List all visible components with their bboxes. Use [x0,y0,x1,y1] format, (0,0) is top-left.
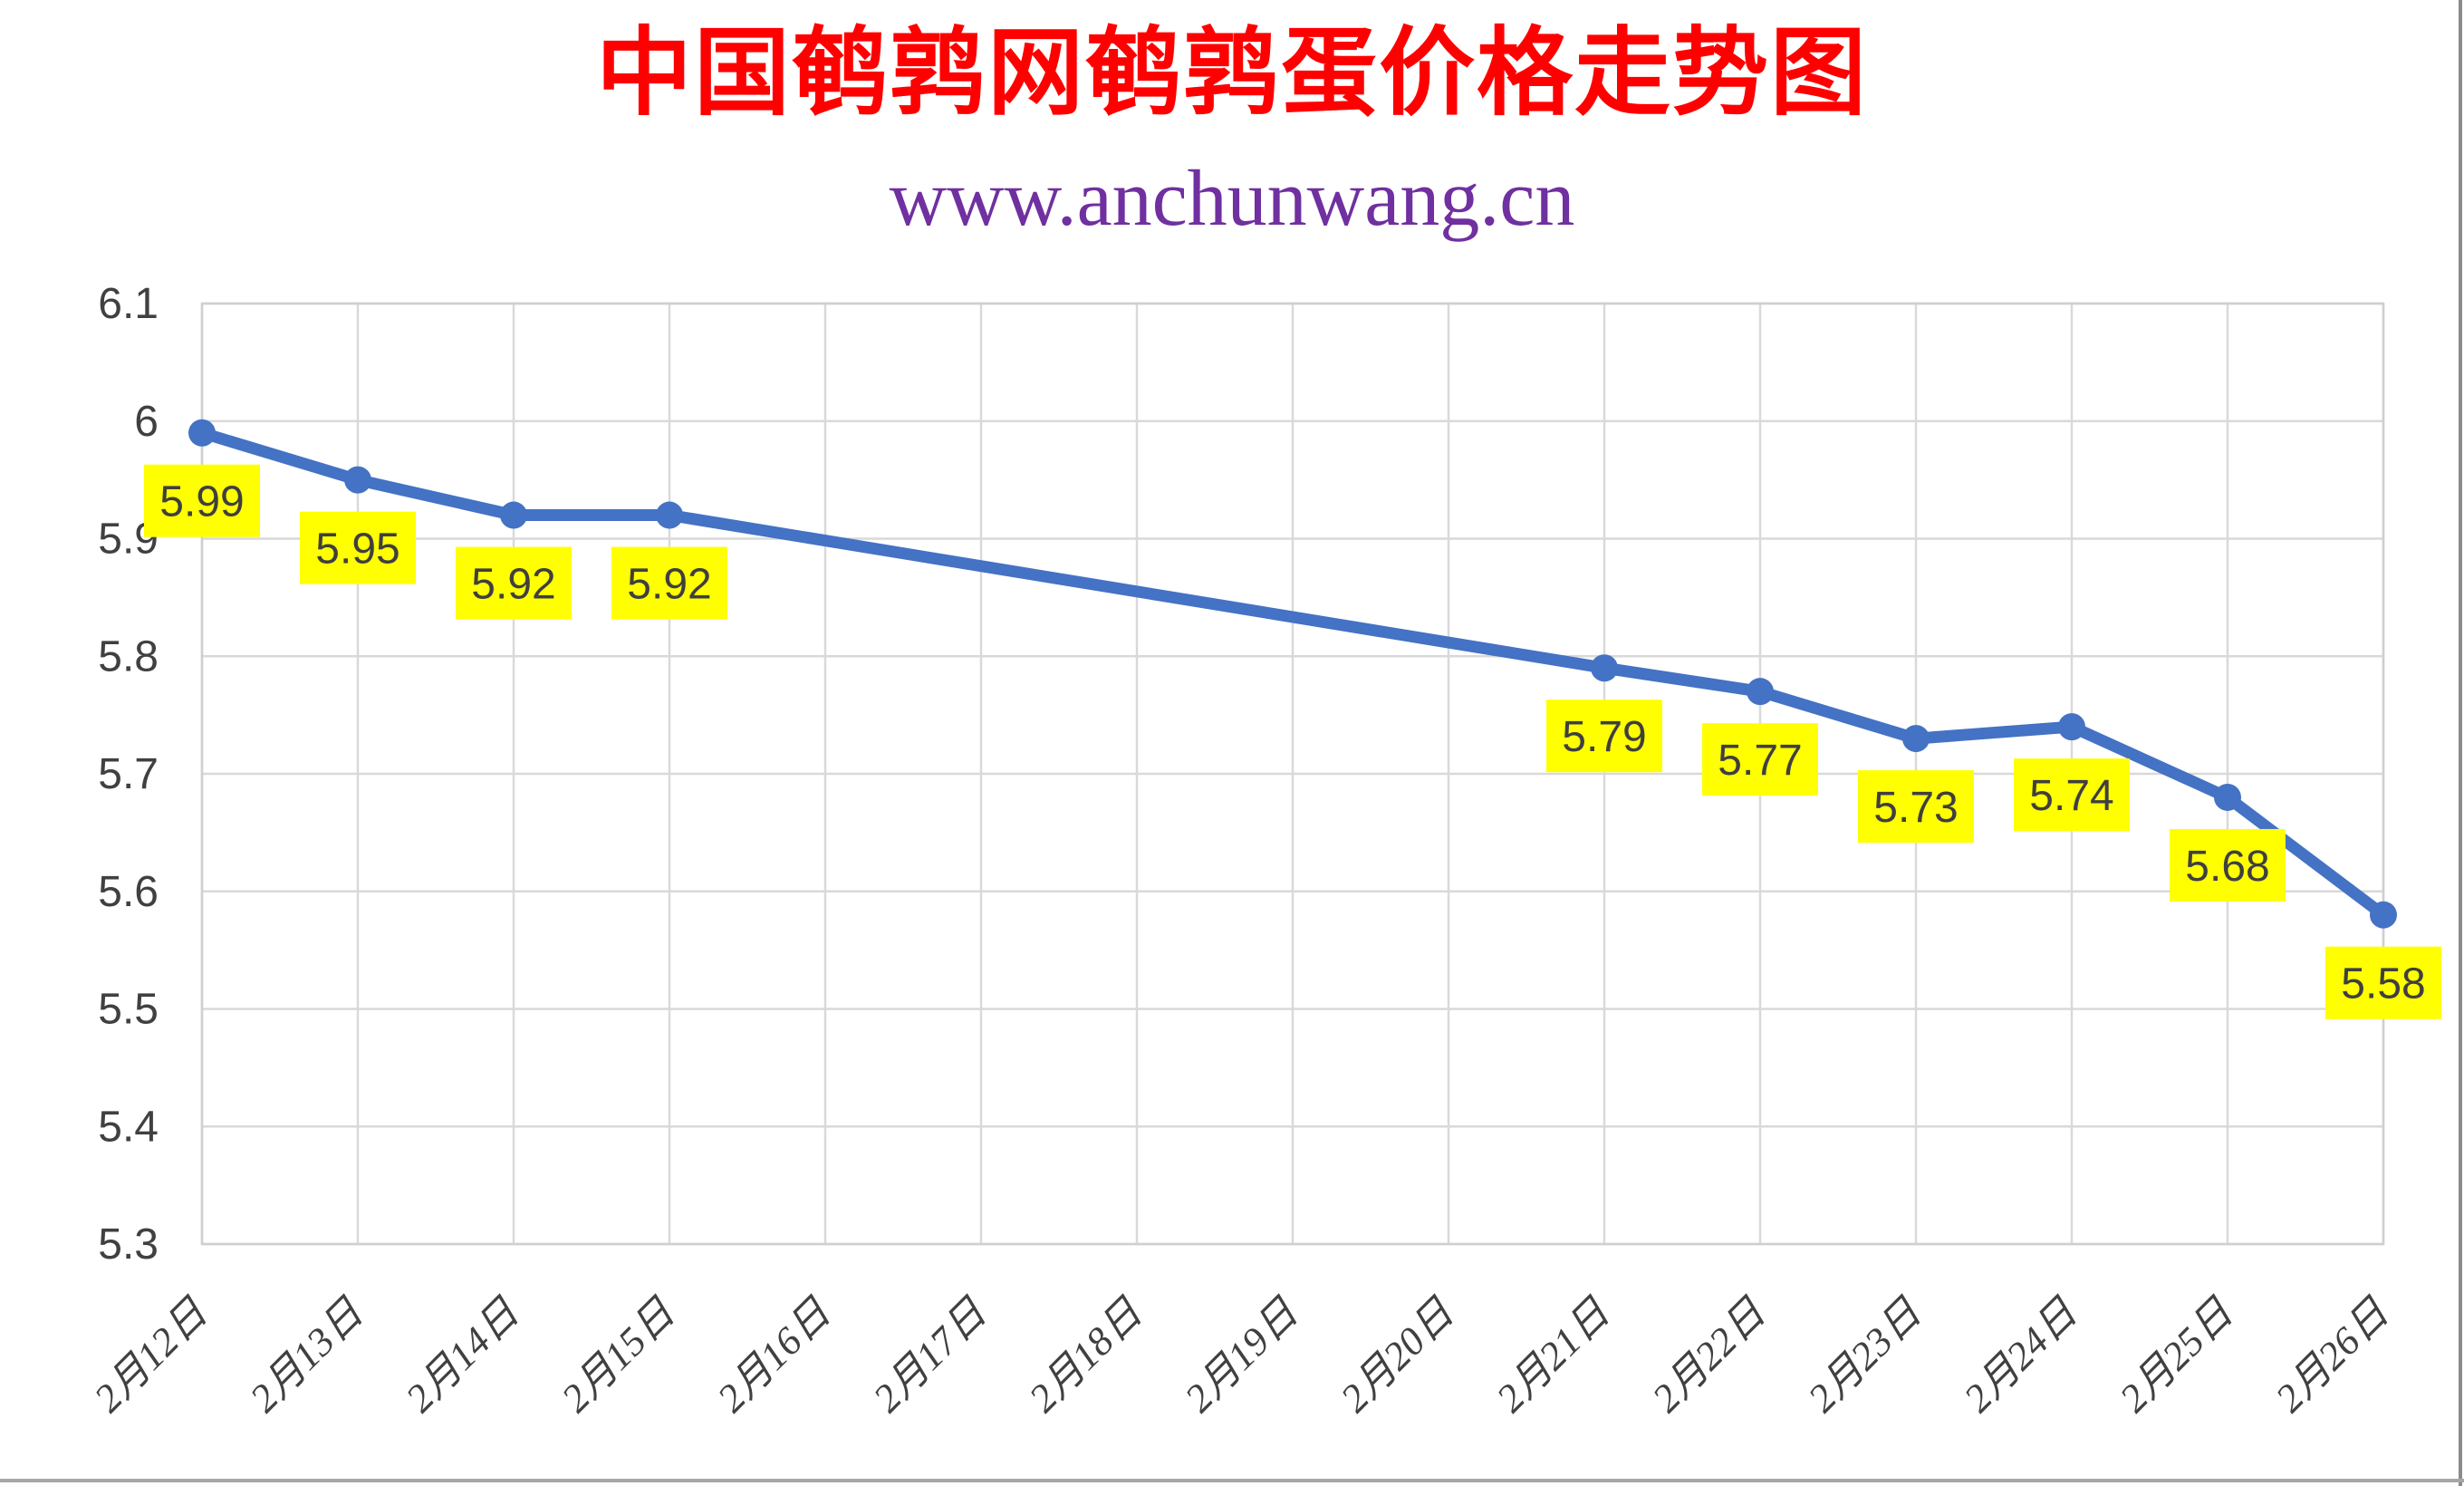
price-line [196,427,2390,922]
y-axis-tick-label: 5.7 [98,750,159,798]
data-label: 5.95 [300,511,416,584]
page-title: 中国鹌鹑网鹌鹑蛋价格走势图 [596,21,1868,127]
x-axis-tick-label: 2月17日 [865,1289,996,1421]
data-label: 5.92 [611,546,727,620]
x-axis-tick-label: 2月19日 [1177,1289,1308,1421]
y-axis-tick-label: 6.1 [98,280,159,328]
data-label-text: 5.77 [1718,737,1802,785]
screenshot-right-border [2459,0,2462,1486]
plot-border [200,302,2385,1246]
data-label-text: 5.73 [1873,784,1958,832]
data-label: 5.58 [2325,946,2441,1019]
data-point-marker [2058,713,2085,741]
data-label: 5.73 [1858,770,1974,844]
x-axis-tick-label: 2月26日 [2267,1289,2399,1421]
y-axis-tick-label: 5.3 [98,1221,159,1269]
data-label: 5.74 [2014,758,2130,832]
x-axis-tick-label: 2月12日 [86,1289,217,1421]
x-axis-tick-label: 2月15日 [553,1289,685,1421]
x-axis-tick-label: 2月13日 [242,1289,373,1421]
data-label-text: 5.92 [471,561,555,609]
data-point-marker [188,419,216,447]
data-point-marker [500,501,527,529]
x-axis-tick-label: 2月25日 [2112,1289,2243,1421]
data-label-text: 5.79 [1562,713,1646,761]
data-point-marker [344,466,371,494]
data-label-box [456,546,572,620]
data-label: 5.79 [1546,700,1662,773]
x-axis: 2月12日 2月13日 2月14日 2月15日 2月16日 2月17日 2月18日 2月19日… [86,1289,2399,1421]
screenshot-bottom-border [0,1479,2464,1482]
x-axis-tick-label: 2月18日 [1021,1289,1152,1421]
data-label-text: 5.68 [2185,843,2269,891]
x-axis-tick-label: 2月14日 [398,1289,529,1421]
data-label-box [1546,700,1662,773]
data-label-text: 5.74 [2029,772,2113,820]
data-label: 5.77 [1702,723,1818,796]
data-point-marker [1591,654,1618,682]
data-label-box [2170,828,2286,902]
x-axis-tick-label: 2月21日 [1488,1289,1620,1421]
data-label: 5.99 [144,464,260,537]
data-point-marker [1747,678,1774,706]
x-axis-tick-label: 2月16日 [709,1289,841,1421]
site-url: www.anchunwang.cn [889,155,1575,243]
x-axis-tick-label: 2月20日 [1333,1289,1464,1421]
data-point-marker [1902,725,1930,753]
x-axis-tick-label: 2月22日 [1644,1289,1776,1421]
data-label: 5.68 [2170,828,2286,902]
y-axis-tick-label: 5.4 [98,1103,159,1151]
data-label-box [300,511,416,584]
y-axis-tick-label: 5.6 [98,868,159,916]
data-point-marker [2214,783,2241,811]
data-label-box [611,546,727,620]
data-label-text: 5.99 [159,478,244,526]
data-label-box [1702,723,1818,796]
data-label-text: 5.92 [627,561,711,609]
data-label-box [1858,770,1974,844]
x-axis-tick-label: 2月24日 [1956,1289,2087,1421]
data-label-box [144,464,260,537]
data-label-box [2014,758,2130,832]
y-axis-tick-label: 6 [134,398,159,446]
y-axis-tick-label: 5.8 [98,632,159,680]
y-axis-tick-label: 5.5 [98,986,159,1034]
data-label-text: 5.58 [2341,960,2425,1008]
data-label: 5.92 [456,546,572,620]
data-label-text: 5.95 [315,526,399,574]
x-axis-tick-label: 2月23日 [1800,1289,1931,1421]
data-point-marker [656,501,683,529]
data-point-marker [2370,901,2397,929]
y-axis: 5.35.45.55.65.75.85.966.1 [98,280,159,1269]
data-label-box [2325,946,2441,1019]
